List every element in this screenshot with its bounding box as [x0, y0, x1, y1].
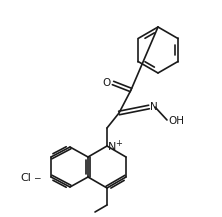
Text: O: O: [103, 78, 111, 88]
Text: Cl: Cl: [20, 173, 31, 183]
Text: N: N: [150, 102, 158, 112]
Text: −: −: [33, 173, 40, 182]
Text: OH: OH: [168, 116, 184, 126]
Text: N: N: [108, 142, 116, 152]
Text: +: +: [115, 138, 122, 148]
